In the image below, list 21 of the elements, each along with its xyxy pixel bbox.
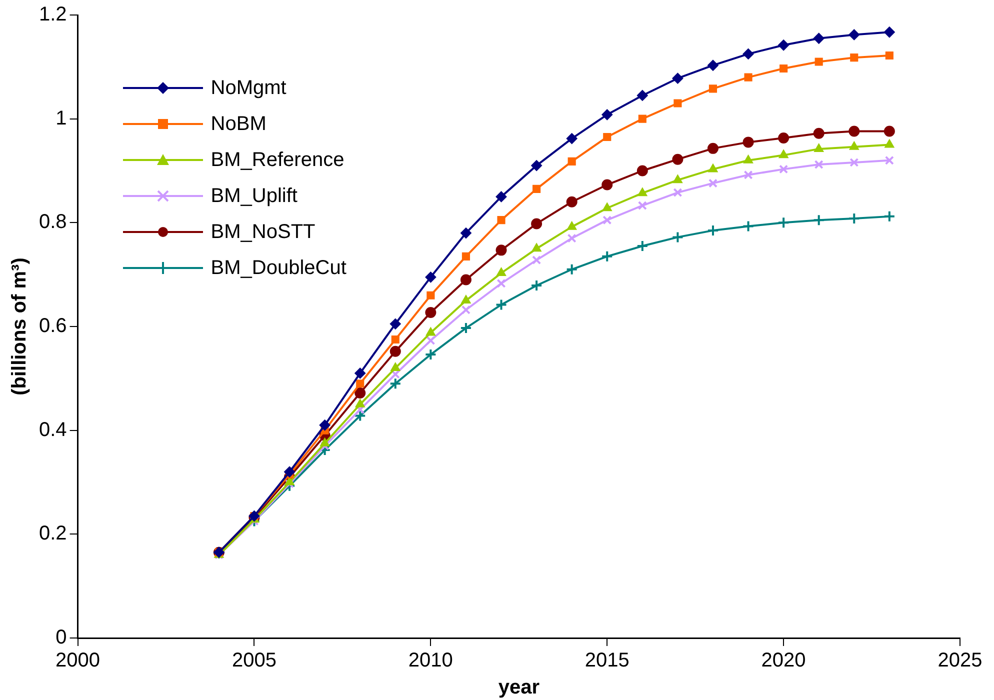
legend-label: NoMgmt [210, 76, 286, 100]
y-tick-label: 0.2 [38, 522, 67, 545]
x-tick-label: 2020 [761, 650, 806, 672]
x-tick-label: 2025 [938, 650, 982, 672]
x-tick-label: 2015 [584, 650, 630, 672]
y-tick-label: 1.2 [38, 4, 67, 26]
y-tick-label: 0.4 [38, 418, 67, 441]
y-tick-label: 0.6 [38, 315, 67, 338]
y-axis-title: (billions of m³) [8, 258, 31, 396]
legend-label: BM_DoubleCut [210, 256, 346, 280]
x-axis-title: year [498, 676, 540, 699]
legend-label: BM_Reference [210, 148, 344, 172]
y-tick-label: 0 [56, 626, 67, 649]
x-tick-label: 2005 [232, 650, 276, 672]
y-tick-label: 0.8 [38, 211, 67, 234]
legend-label: BM_NoSTT [210, 220, 316, 244]
legend-label: NoBM [210, 112, 266, 136]
y-tick-label: 1 [56, 107, 67, 130]
x-tick-label: 2000 [56, 650, 100, 672]
x-tick-label: 2010 [408, 650, 453, 672]
legend-label: BM_Uplift [210, 184, 298, 208]
